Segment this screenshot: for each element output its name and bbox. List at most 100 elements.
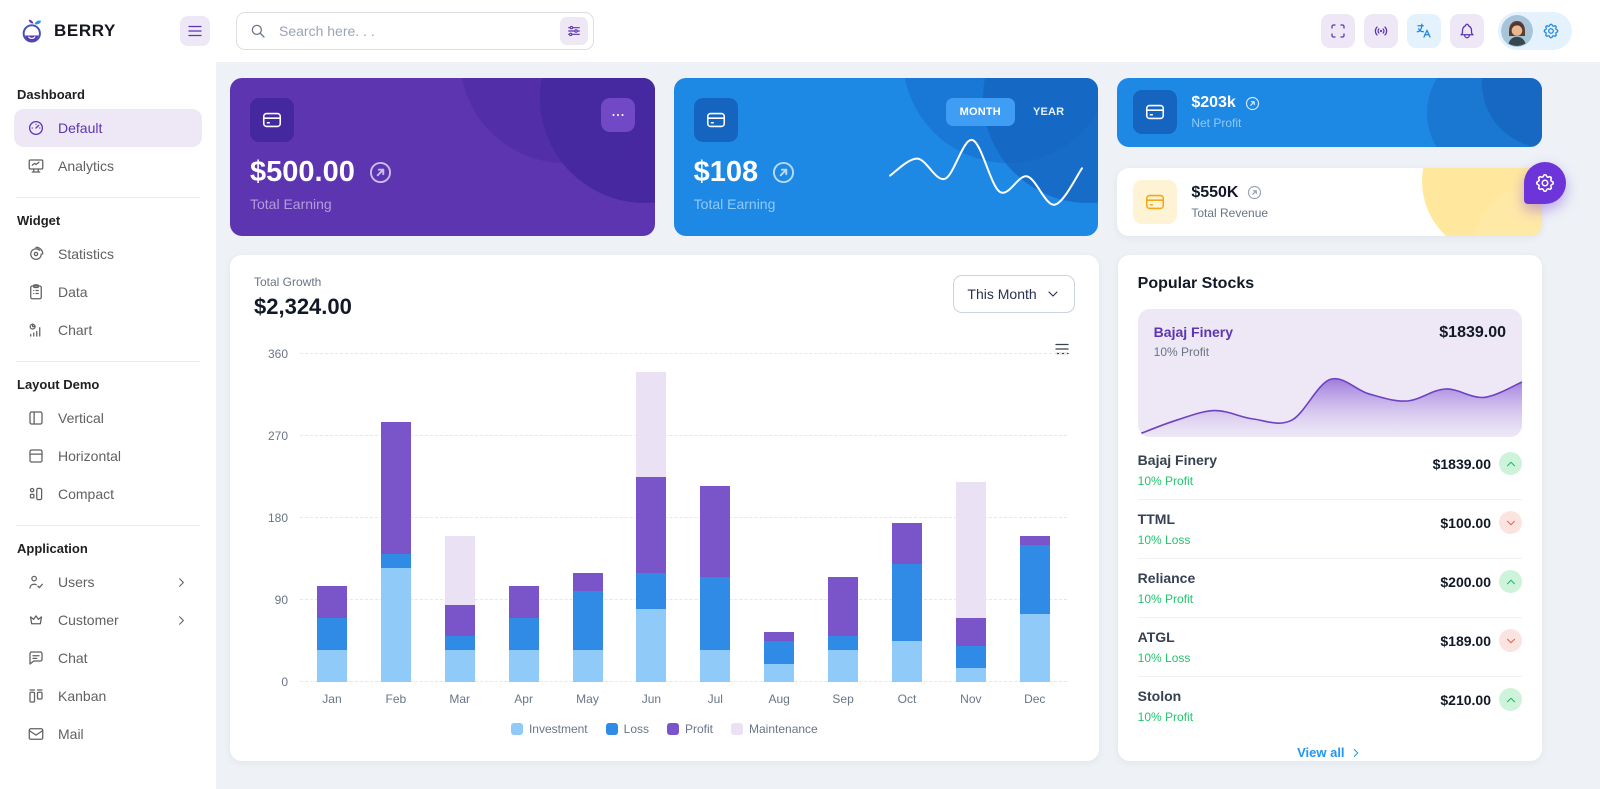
sidebar-item-compact[interactable]: Compact: [14, 475, 202, 513]
bar-aug: [764, 631, 795, 682]
y-axis-label: 180: [267, 511, 288, 525]
chevron-right-icon: [179, 615, 184, 625]
sidebar-item-customer[interactable]: Customer: [14, 601, 202, 639]
search-input[interactable]: [277, 22, 551, 40]
sidebar-item-data[interactable]: Data: [14, 273, 202, 311]
stock-price: $210.00: [1440, 691, 1491, 708]
legend-item-loss[interactable]: Loss: [605, 722, 649, 736]
credit-card-icon-badge: [1133, 90, 1178, 135]
berry-logo-icon: [20, 18, 46, 44]
bar-segment-profit: [1019, 536, 1050, 546]
bar-segment-profit: [380, 422, 411, 555]
message-icon: [29, 651, 43, 665]
bar-may: [572, 572, 603, 682]
toggle-year-button[interactable]: YEAR: [1019, 98, 1078, 126]
stock-info: TTML 10% Loss: [1138, 511, 1191, 547]
legend-item-profit[interactable]: Profit: [667, 722, 713, 736]
mail-icon: [28, 728, 44, 740]
growth-title: Total Growth: [254, 275, 322, 289]
fullscreen-button[interactable]: [1321, 14, 1355, 48]
total-revenue-value: $550K: [1191, 183, 1239, 201]
header-actions: [1321, 12, 1572, 50]
stocks-title: Popular Stocks: [1137, 275, 1255, 292]
total-revenue-label: Total Revenue: [1191, 205, 1269, 220]
bar-column-may: [556, 354, 620, 682]
dots-icon: [612, 113, 624, 117]
gauge-icon: [28, 120, 44, 136]
more-options-button[interactable]: [600, 98, 635, 132]
sidebar-item-mail[interactable]: Mail: [14, 715, 202, 753]
sidebar-item-label: Mail: [58, 726, 84, 742]
featured-stock-card[interactable]: Bajaj Finery 10% Profit $1839.00: [1137, 309, 1522, 437]
net-profit-card: $203k Net Profit: [1117, 78, 1542, 147]
legend-item-investment[interactable]: Investment: [510, 722, 588, 736]
search-filter-button[interactable]: [560, 17, 588, 45]
chart-infographic-icon: [29, 323, 41, 337]
bar-segment-investment: [700, 650, 731, 682]
bars-area: [300, 354, 1067, 682]
toggle-month-button[interactable]: MONTH: [945, 98, 1015, 126]
gridline: [300, 435, 1067, 436]
credit-card-icon: [262, 112, 282, 128]
gridline: [300, 681, 1067, 682]
notifications-button[interactable]: [1450, 14, 1484, 48]
search-icon: [251, 24, 265, 38]
trend-up-badge: [1499, 688, 1522, 711]
bar-column-aug: [747, 354, 811, 682]
stock-change: 10% Loss: [1137, 533, 1191, 547]
sidebar-item-users[interactable]: Users: [14, 563, 202, 601]
chevron-up-icon: [1506, 461, 1515, 466]
stock-price: $100.00: [1440, 514, 1491, 531]
bar-column-jun: [619, 354, 683, 682]
gridline: [300, 517, 1067, 518]
x-axis-label: Apr: [514, 692, 533, 706]
menu-toggle-button[interactable]: [180, 16, 210, 46]
trend-down-badge: [1499, 511, 1522, 534]
sidebar-item-vertical[interactable]: Vertical: [14, 399, 202, 437]
view-all-link[interactable]: View all: [1138, 735, 1522, 761]
fullscreen-icon: [1331, 24, 1345, 38]
menu-icon: [188, 25, 202, 37]
sidebar-item-label: Kanban: [58, 688, 107, 704]
bar-segment-investment: [828, 650, 859, 682]
growth-amount: $2,324.00: [254, 294, 352, 319]
y-axis-label: 270: [267, 429, 288, 443]
sidebar-item-horizontal[interactable]: Horizontal: [14, 437, 202, 475]
sidebar-item-statistics[interactable]: Statistics: [14, 235, 202, 273]
trend-up-badge: [1499, 570, 1522, 593]
sidebar-item-chat[interactable]: Chat: [14, 639, 202, 677]
featured-stock-sub: 10% Profit: [1153, 345, 1210, 359]
sidebar-item-default[interactable]: Default: [14, 109, 202, 147]
sidebar-item-analytics[interactable]: Analytics: [14, 147, 202, 185]
chevron-right-icon: [1353, 748, 1358, 757]
bar-segment-profit: [700, 486, 731, 578]
translate-button[interactable]: [1407, 14, 1441, 48]
legend-label: Loss: [623, 722, 649, 736]
stock-row-bajaj-finery: Bajaj Finery 10% Profit $1839.00: [1137, 441, 1522, 500]
brand-logo[interactable]: BERRY: [20, 18, 116, 44]
stock-change: 10% Loss: [1137, 651, 1191, 665]
legend-marker: [667, 723, 679, 735]
broadcast-button[interactable]: [1364, 14, 1398, 48]
nav-group-label-application: Application: [17, 541, 88, 556]
profile-menu-button[interactable]: [1498, 12, 1572, 50]
bar-segment-loss: [891, 563, 922, 641]
stock-price-group: $100.00: [1440, 511, 1522, 534]
period-select[interactable]: This Month: [953, 275, 1075, 313]
x-axis-label: Dec: [1024, 692, 1046, 706]
stock-price-group: $200.00: [1440, 570, 1522, 593]
customize-fab[interactable]: [1524, 162, 1566, 204]
bar-segment-profit: [316, 586, 347, 619]
x-axis-label: Oct: [897, 692, 917, 706]
legend-marker: [510, 723, 523, 735]
chevron-down-icon: [1506, 520, 1515, 525]
stock-price-group: $189.00: [1440, 629, 1522, 652]
legend-item-maintenance[interactable]: Maintenance: [731, 722, 818, 736]
sidebar-item-label: Customer: [58, 612, 119, 628]
main-content: $500.00 Total Earning MONTH YEAR: [216, 62, 1600, 789]
sidebar-item-kanban[interactable]: Kanban: [14, 677, 202, 715]
header: BERRY: [0, 0, 1600, 62]
credit-card-icon-badge: [1133, 179, 1178, 224]
broadcast-icon: [1374, 26, 1388, 36]
sidebar-item-chart[interactable]: Chart: [14, 311, 202, 349]
